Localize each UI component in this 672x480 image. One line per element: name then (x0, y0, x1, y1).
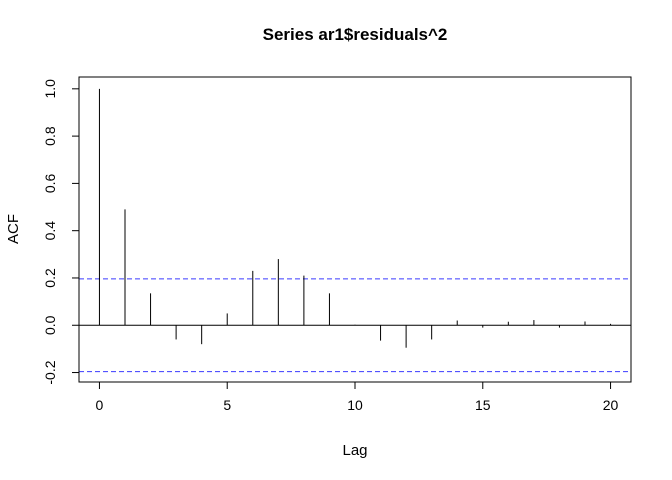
x-tick-label: 10 (347, 397, 363, 413)
x-tick-label: 15 (475, 397, 491, 413)
y-axis: -0.2 0.0 0.2 0.4 0.6 0.8 1.0 (42, 79, 80, 385)
x-tick-label: 20 (603, 397, 619, 413)
acf-bars (98, 88, 612, 348)
x-axis-label: Lag (342, 442, 367, 459)
x-tick-label: 5 (223, 397, 231, 413)
y-tick-label: 0.6 (42, 173, 58, 193)
confidence-bounds (79, 278, 631, 373)
y-tick-label: 0.4 (42, 221, 58, 241)
y-axis-label: ACF (5, 214, 22, 244)
chart-title: Series ar1$residuals^2 (263, 25, 448, 44)
y-tick-label: 0.2 (42, 268, 58, 288)
y-tick-label: 0.8 (42, 126, 58, 146)
plot-frame (78, 76, 632, 383)
y-tick-label: 0.0 (42, 315, 58, 335)
y-tick-label: -0.2 (42, 360, 58, 384)
x-tick-label: 0 (96, 397, 104, 413)
x-axis: 0 5 10 15 20 (96, 381, 619, 413)
y-tick-label: 1.0 (42, 79, 58, 99)
